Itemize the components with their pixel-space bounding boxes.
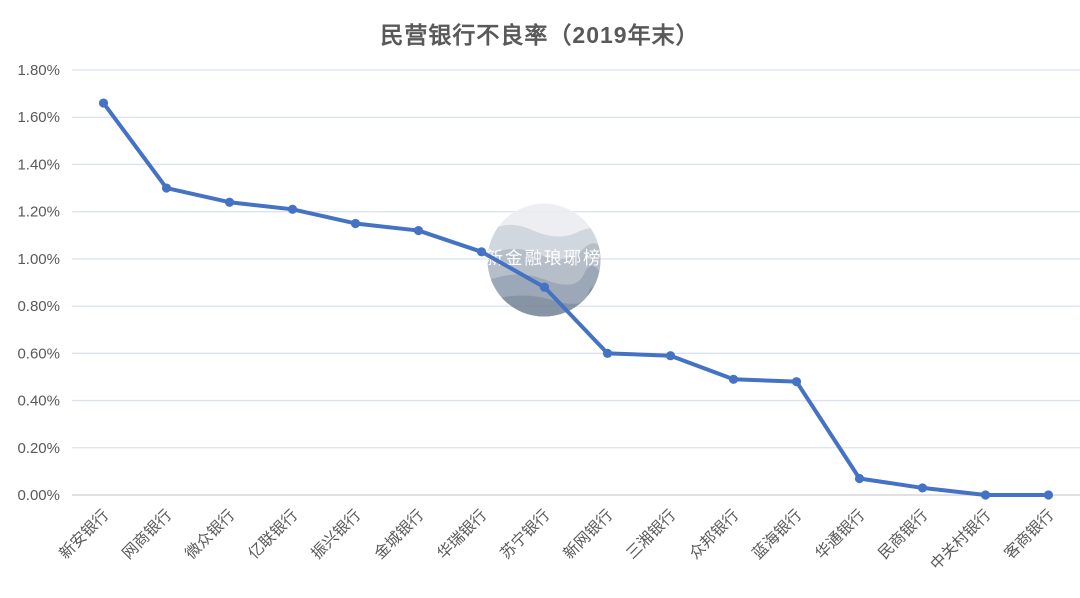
- data-point-marker: [980, 490, 991, 500]
- x-axis-category-label: 民商银行: [875, 506, 932, 563]
- y-axis-tick-label: 1.00%: [17, 251, 60, 268]
- y-axis-tick-label: 0.20%: [17, 440, 60, 457]
- y-axis-tick-label: 0.60%: [17, 345, 60, 362]
- x-axis-category-label: 华瑞银行: [434, 506, 491, 563]
- x-axis-category-label: 亿联银行: [245, 506, 302, 563]
- data-point-marker: [1043, 490, 1054, 500]
- data-point-marker: [224, 197, 235, 207]
- data-point-marker: [539, 282, 550, 292]
- data-point-marker: [413, 225, 424, 236]
- x-axis-category-label: 三湘银行: [623, 506, 680, 563]
- data-point-marker: [665, 351, 676, 361]
- data-point-marker: [98, 98, 109, 108]
- y-axis-tick-label: 1.60%: [17, 109, 60, 126]
- y-axis-tick-label: 1.40%: [17, 156, 60, 173]
- x-axis-category-label: 华通银行: [812, 506, 869, 563]
- data-point-marker: [854, 473, 865, 484]
- x-axis-category-label: 网商银行: [119, 506, 176, 563]
- watermark-circle: [487, 203, 601, 317]
- x-axis-category-label: 中关村银行: [927, 506, 995, 574]
- y-axis-tick-label: 0.00%: [17, 487, 60, 504]
- data-point-marker: [350, 218, 361, 229]
- y-axis-tick-label: 1.20%: [17, 204, 60, 221]
- watermark: 新金融琅琊榜: [486, 203, 603, 317]
- y-axis-tick-label: 1.80%: [17, 62, 60, 79]
- data-point-marker: [476, 247, 487, 257]
- x-axis-category-label: 金城银行: [371, 506, 428, 563]
- x-axis-category-label: 新网银行: [560, 506, 617, 563]
- data-point-marker: [161, 183, 172, 193]
- x-axis-category-label: 新安银行: [56, 506, 113, 563]
- y-axis-tick-label: 0.40%: [17, 393, 60, 410]
- y-axis-tick-label: 0.80%: [17, 298, 60, 315]
- x-axis-category-label: 苏宁银行: [497, 506, 554, 563]
- x-axis-category-label: 微众银行: [182, 506, 239, 563]
- data-point-marker: [728, 374, 739, 384]
- x-axis-category-label: 众邦银行: [686, 506, 743, 563]
- watermark-text: 新金融琅琊榜: [486, 248, 603, 268]
- x-axis-category-label: 客商银行: [1001, 506, 1058, 563]
- data-point-marker: [791, 377, 802, 387]
- x-axis-category-label: 振兴银行: [308, 506, 365, 563]
- data-point-marker: [602, 348, 613, 358]
- x-axis-category-label: 蓝海银行: [749, 506, 806, 563]
- data-series-line: [101, 101, 1051, 497]
- data-point-marker: [917, 483, 928, 493]
- data-point-marker: [287, 204, 298, 214]
- chart-title: 民营银行不良率（2019年末）: [380, 22, 700, 48]
